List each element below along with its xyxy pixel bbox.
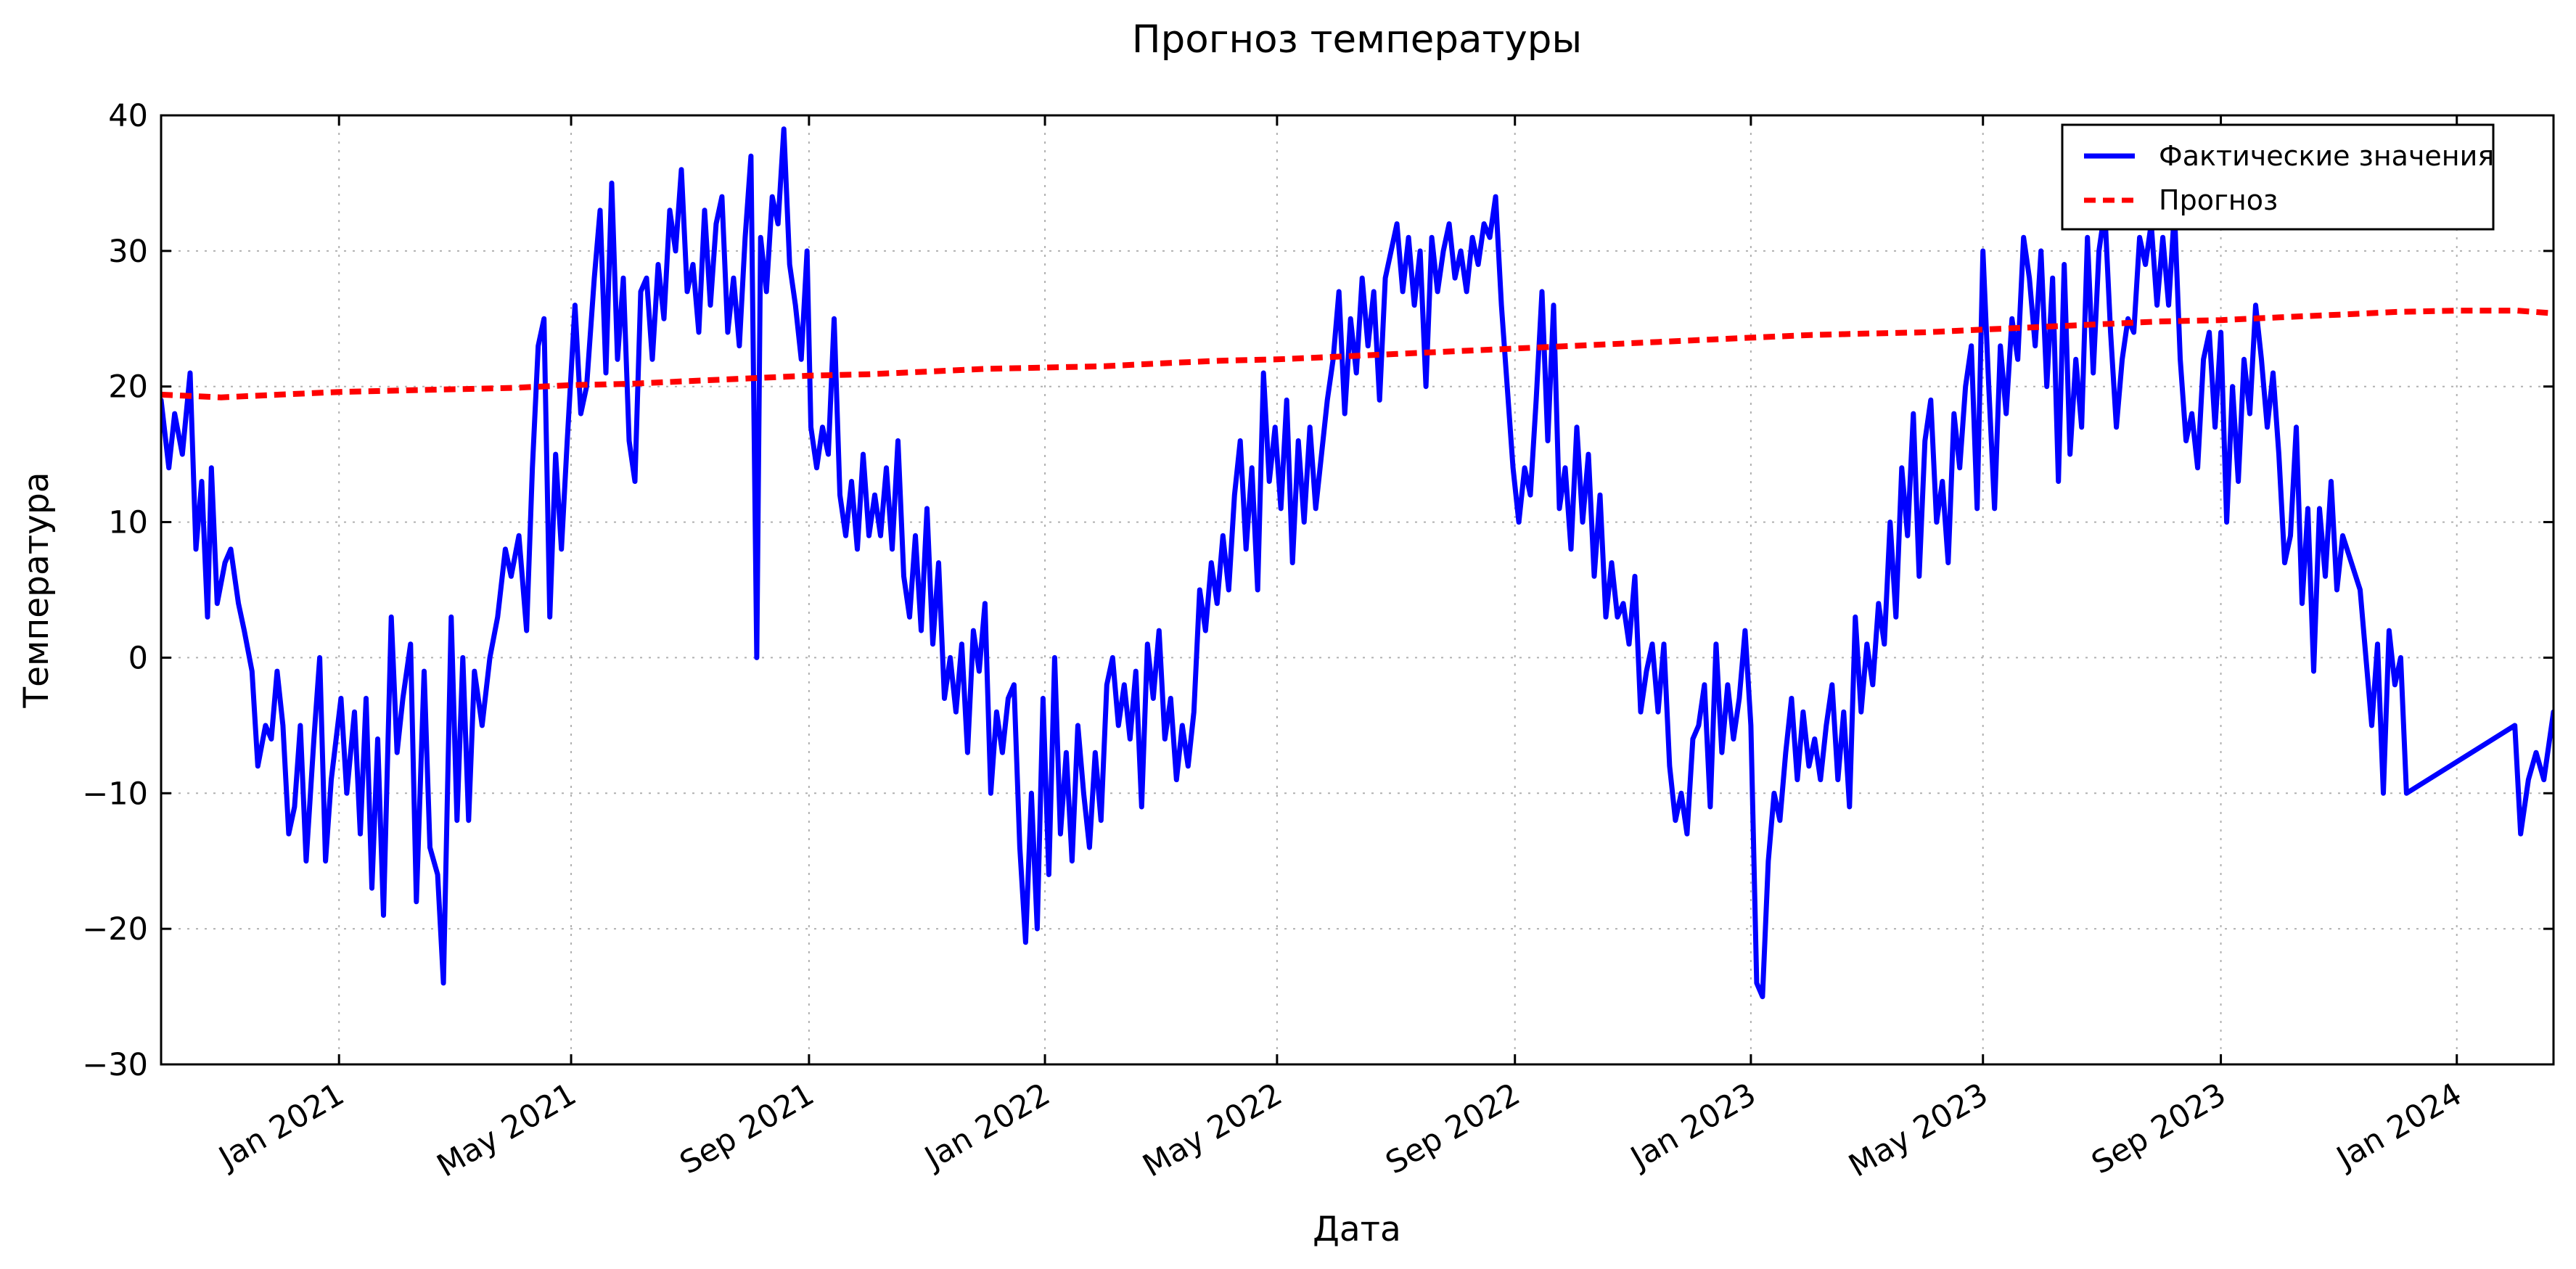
y-tick-label: 0	[128, 640, 148, 676]
y-tick-label: −30	[82, 1047, 148, 1083]
plot-frame	[160, 114, 2555, 1066]
x-axis-label: Дата	[1313, 1210, 1401, 1249]
y-tick-label: 30	[108, 234, 148, 270]
y-tick-label: −10	[82, 776, 148, 812]
chart-title: Прогноз температуры	[1132, 17, 1582, 62]
y-tick-label: −20	[82, 911, 148, 948]
x-tick-label: Jan 2022	[917, 1076, 1057, 1177]
legend-label-forecast: Прогноз	[2159, 184, 2278, 216]
series-layer	[161, 126, 2554, 1000]
legend-box	[2061, 123, 2495, 231]
x-tick-label: Jan 2021	[211, 1076, 350, 1177]
series-line-forecast	[161, 308, 2554, 401]
x-tick-label: Sep 2023	[2085, 1076, 2232, 1181]
y-axis-label: Температура	[17, 472, 57, 708]
grid-lines	[161, 115, 2554, 1065]
legend-label-actual: Фактические значения	[2159, 140, 2494, 172]
y-tick-label: 40	[108, 98, 148, 134]
x-tick-label: Sep 2022	[1379, 1076, 1526, 1181]
y-tick-label: 10	[108, 505, 148, 541]
series-line-actual	[161, 126, 2554, 1000]
legend: Фактические значения Прогноз	[2061, 123, 2495, 231]
x-tick-label: May 2021	[431, 1076, 583, 1184]
x-tick-label: Jan 2023	[1623, 1076, 1763, 1177]
x-tick-label: Jan 2024	[2329, 1076, 2469, 1177]
y-tick-label: 20	[108, 369, 148, 406]
x-tick-label: May 2023	[1843, 1076, 1995, 1184]
x-tick-label: May 2022	[1137, 1076, 1289, 1184]
x-tick-label: Sep 2021	[674, 1076, 821, 1181]
